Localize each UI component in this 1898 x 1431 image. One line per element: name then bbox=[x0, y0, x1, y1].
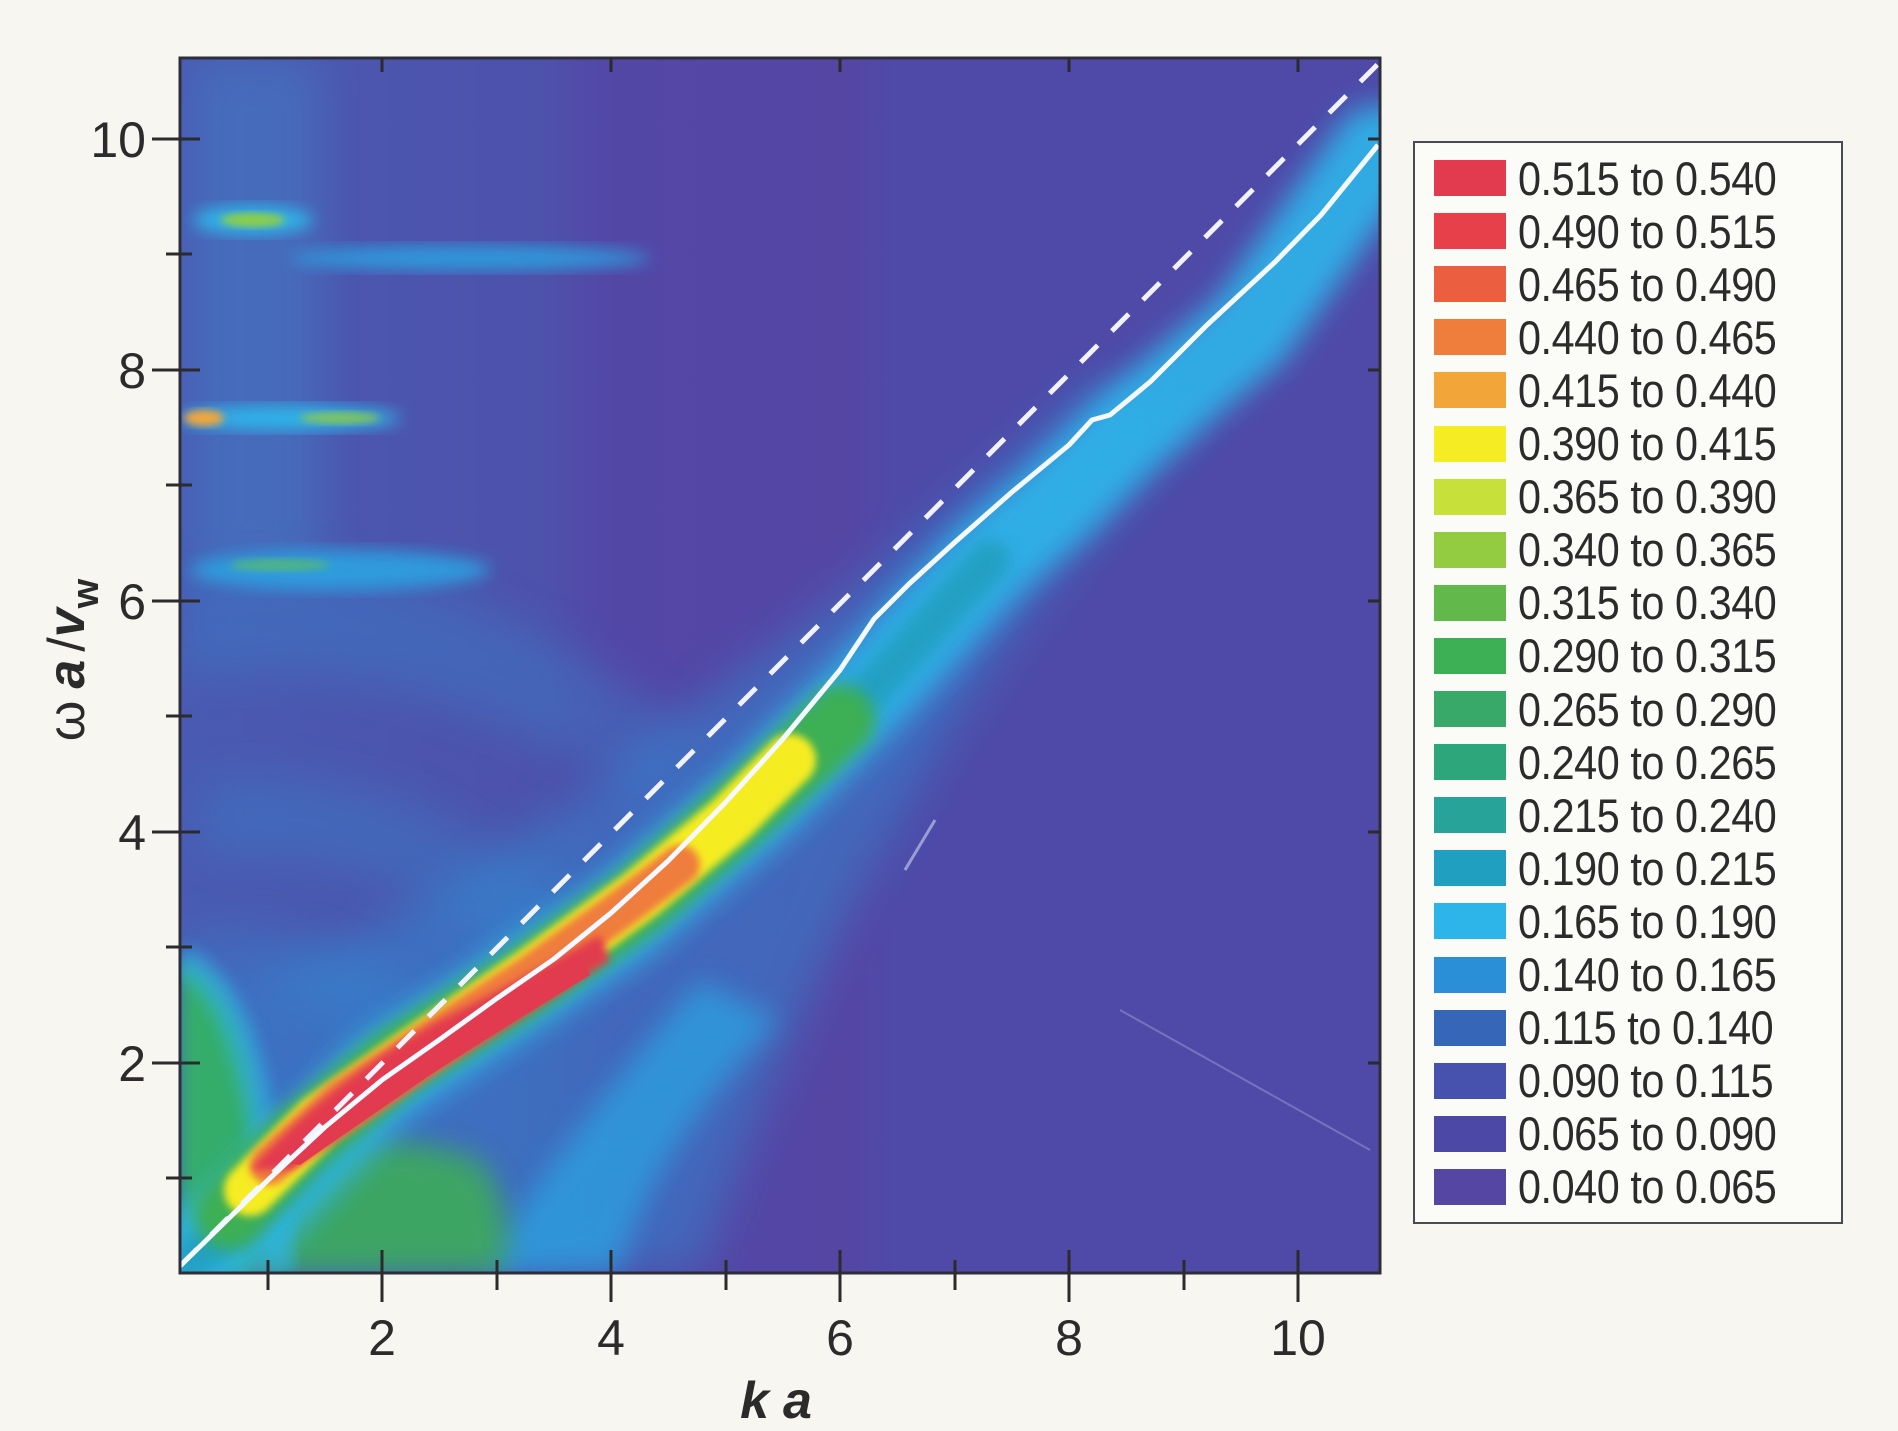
legend-swatch bbox=[1434, 266, 1506, 303]
legend-swatch bbox=[1434, 956, 1506, 993]
legend-label: 0.140 to 0.165 bbox=[1518, 948, 1777, 1001]
legend-label: 0.390 to 0.415 bbox=[1518, 417, 1777, 470]
legend-item: 0.290 to 0.315 bbox=[1434, 629, 1812, 682]
y-tick-label: 6 bbox=[118, 574, 146, 630]
y-tick-label: 10 bbox=[90, 112, 146, 168]
legend-label: 0.490 to 0.515 bbox=[1518, 204, 1777, 258]
legend-swatch bbox=[1434, 637, 1506, 674]
x-tick-label: 8 bbox=[1055, 1310, 1083, 1366]
legend-label: 0.190 to 0.215 bbox=[1518, 841, 1777, 895]
legend-item: 0.490 to 0.515 bbox=[1434, 205, 1812, 258]
legend-item: 0.065 to 0.090 bbox=[1434, 1107, 1812, 1160]
legend-swatch bbox=[1434, 1168, 1506, 1205]
legend-label: 0.215 to 0.240 bbox=[1518, 788, 1777, 842]
legend-item: 0.515 to 0.540 bbox=[1434, 152, 1812, 205]
legend-label: 0.465 to 0.490 bbox=[1518, 257, 1777, 311]
legend-swatch bbox=[1434, 691, 1506, 727]
svg-text:ωa/vw: ωa/vw bbox=[38, 578, 107, 741]
color-legend: 0.515 to 0.540 0.490 to 0.515 0.465 to 0.4… bbox=[1413, 141, 1843, 1224]
legend-label: 0.415 to 0.440 bbox=[1518, 363, 1777, 417]
legend-swatch bbox=[1434, 1115, 1506, 1152]
legend-label: 0.340 to 0.365 bbox=[1518, 523, 1777, 577]
legend-label: 0.240 to 0.265 bbox=[1518, 735, 1777, 789]
legend-swatch bbox=[1434, 903, 1506, 940]
legend-swatch bbox=[1434, 531, 1506, 568]
legend-label: 0.115 to 0.140 bbox=[1518, 1001, 1774, 1055]
x-tick-labels: 2 4 6 8 10 bbox=[368, 1310, 1326, 1366]
y-tick-label: 8 bbox=[118, 343, 146, 399]
x-tick-label: 2 bbox=[368, 1310, 396, 1366]
legend-swatch bbox=[1434, 744, 1506, 781]
legend-label: 0.365 to 0.390 bbox=[1518, 470, 1777, 524]
legend-label: 0.040 to 0.065 bbox=[1518, 1160, 1777, 1214]
legend-item: 0.040 to 0.065 bbox=[1434, 1160, 1812, 1213]
legend-label: 0.315 to 0.340 bbox=[1518, 576, 1777, 630]
legend-item: 0.215 to 0.240 bbox=[1434, 789, 1812, 842]
legend-swatch bbox=[1434, 1062, 1506, 1099]
legend-label: 0.440 to 0.465 bbox=[1518, 310, 1777, 364]
legend-label: 0.090 to 0.115 bbox=[1518, 1054, 1774, 1108]
legend-item: 0.440 to 0.465 bbox=[1434, 311, 1812, 364]
legend-item: 0.090 to 0.115 bbox=[1434, 1054, 1808, 1107]
legend-item: 0.465 to 0.490 bbox=[1434, 258, 1812, 311]
x-tick-label: 6 bbox=[826, 1310, 854, 1366]
legend-item: 0.240 to 0.265 bbox=[1434, 736, 1812, 789]
legend-item: 0.415 to 0.440 bbox=[1434, 364, 1812, 417]
legend-swatch bbox=[1434, 425, 1506, 462]
legend-item: 0.365 to 0.390 bbox=[1434, 470, 1812, 523]
legend-label: 0.065 to 0.090 bbox=[1518, 1107, 1777, 1161]
y-axis bbox=[152, 137, 1380, 1180]
legend-label: 0.165 to 0.190 bbox=[1518, 894, 1777, 948]
legend-swatch bbox=[1434, 213, 1506, 250]
legend-item: 0.315 to 0.340 bbox=[1434, 576, 1812, 629]
y-tick-label: 2 bbox=[118, 1036, 146, 1092]
x-tick-label: 4 bbox=[597, 1310, 625, 1366]
dispersion-curve bbox=[180, 143, 1380, 1268]
legend-swatch bbox=[1434, 478, 1506, 515]
legend-swatch bbox=[1434, 797, 1506, 834]
legend-item: 0.340 to 0.365 bbox=[1434, 523, 1812, 576]
legend-item: 0.190 to 0.215 bbox=[1434, 842, 1812, 895]
y-tick-label: 4 bbox=[118, 805, 146, 861]
legend-item: 0.115 to 0.140 bbox=[1434, 1001, 1808, 1054]
reference-dashed-line bbox=[180, 62, 1380, 1268]
legend-swatch bbox=[1434, 160, 1506, 196]
legend-label: 0.265 to 0.290 bbox=[1518, 682, 1777, 736]
legend-swatch bbox=[1434, 850, 1506, 887]
legend-label: 0.290 to 0.315 bbox=[1518, 629, 1777, 683]
x-axis bbox=[266, 58, 1300, 1302]
legend-swatch bbox=[1434, 1009, 1506, 1046]
legend-swatch bbox=[1434, 372, 1506, 409]
legend-swatch bbox=[1434, 319, 1506, 356]
legend-item: 0.390 to 0.415 bbox=[1434, 417, 1812, 470]
legend-swatch bbox=[1434, 584, 1506, 621]
y-tick-labels: 10 8 6 4 2 bbox=[90, 112, 146, 1092]
legend-item: 0.165 to 0.190 bbox=[1434, 895, 1812, 948]
legend-item: 0.140 to 0.165 bbox=[1434, 948, 1812, 1001]
plot-frame bbox=[178, 56, 1382, 1275]
legend-label: 0.515 to 0.540 bbox=[1518, 151, 1777, 205]
y-axis-title: ωa/vw bbox=[38, 578, 107, 741]
x-tick-label: 10 bbox=[1270, 1310, 1326, 1366]
legend-item: 0.265 to 0.290 bbox=[1434, 683, 1812, 736]
